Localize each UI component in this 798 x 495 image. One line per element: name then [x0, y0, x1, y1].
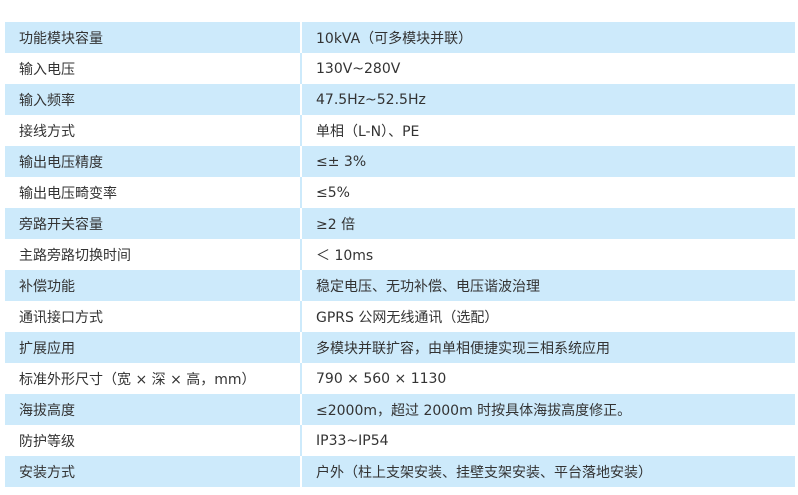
table-row: 接线方式 单相（L-N）、PE: [5, 115, 795, 146]
spec-value: 稳定电压、无功补偿、电压谐波治理: [316, 278, 540, 295]
table-row: 防护等级 IP33~IP54: [5, 425, 795, 456]
table-row: 功能模块容量 10kVA（可多模块并联）: [5, 22, 795, 53]
table-row: 标准外形尺寸（宽 × 深 × 高，mm） 790 × 560 × 1130: [5, 363, 795, 394]
spec-label: 输出电压畸变率: [5, 177, 302, 208]
spec-value: 10kVA（可多模块并联）: [316, 30, 473, 47]
spec-value: IP33~IP54: [316, 432, 389, 449]
spec-value: 单相（L-N）、PE: [316, 123, 420, 140]
table-row: 输入频率 47.5Hz~52.5Hz: [5, 84, 795, 115]
spec-value: 多模块并联扩容，由单相便捷实现三相系统应用: [316, 340, 610, 357]
spec-label: 输入频率: [5, 84, 302, 115]
spec-label: 功能模块容量: [5, 22, 302, 53]
table-row: 补偿功能 稳定电压、无功补偿、电压谐波治理: [5, 270, 795, 301]
table-row: 输入电压 130V~280V: [5, 53, 795, 84]
spec-table: 功能模块容量 10kVA（可多模块并联） 输入电压 130V~280V 输入频率 47.5…: [5, 22, 795, 487]
spec-value: 130V~280V: [316, 60, 401, 77]
spec-label: 防护等级: [5, 425, 302, 456]
table-row: 旁路开关容量 ≥2 倍: [5, 208, 795, 239]
spec-label: 通讯接口方式: [5, 301, 302, 332]
spec-value: ≤5%: [316, 184, 350, 201]
spec-value: 户外（柱上支架安装、挂壁支架安装、平台落地安装）: [316, 464, 652, 481]
spec-label: 扩展应用: [5, 332, 302, 363]
spec-label: 主路旁路切换时间: [5, 239, 302, 270]
spec-value: GPRS 公网无线通讯（选配）: [316, 309, 499, 326]
spec-value: ≤2000m，超过 2000m 时按具体海拔高度修正。: [316, 402, 632, 419]
table-row: 主路旁路切换时间 ＜ 10ms: [5, 239, 795, 270]
spec-value: 47.5Hz~52.5Hz: [316, 91, 426, 108]
spec-value: ≤± 3%: [316, 153, 367, 170]
table-row: 通讯接口方式 GPRS 公网无线通讯（选配）: [5, 301, 795, 332]
table-row: 扩展应用 多模块并联扩容，由单相便捷实现三相系统应用: [5, 332, 795, 363]
spec-value: ＜ 10ms: [316, 247, 374, 264]
spec-label: 旁路开关容量: [5, 208, 302, 239]
spec-label: 安装方式: [5, 456, 302, 487]
spec-label: 标准外形尺寸（宽 × 深 × 高，mm）: [5, 363, 302, 394]
spec-label: 输出电压精度: [5, 146, 302, 177]
spec-label: 补偿功能: [5, 270, 302, 301]
spec-value: 790 × 560 × 1130: [316, 370, 447, 387]
table-row: 海拔高度 ≤2000m，超过 2000m 时按具体海拔高度修正。: [5, 394, 795, 425]
spec-label: 输入电压: [5, 53, 302, 84]
table-row: 输出电压畸变率 ≤5%: [5, 177, 795, 208]
spec-value: ≥2 倍: [316, 216, 356, 233]
table-row: 安装方式 户外（柱上支架安装、挂壁支架安装、平台落地安装）: [5, 456, 795, 487]
spec-label: 海拔高度: [5, 394, 302, 425]
table-row: 输出电压精度 ≤± 3%: [5, 146, 795, 177]
spec-label: 接线方式: [5, 115, 302, 146]
